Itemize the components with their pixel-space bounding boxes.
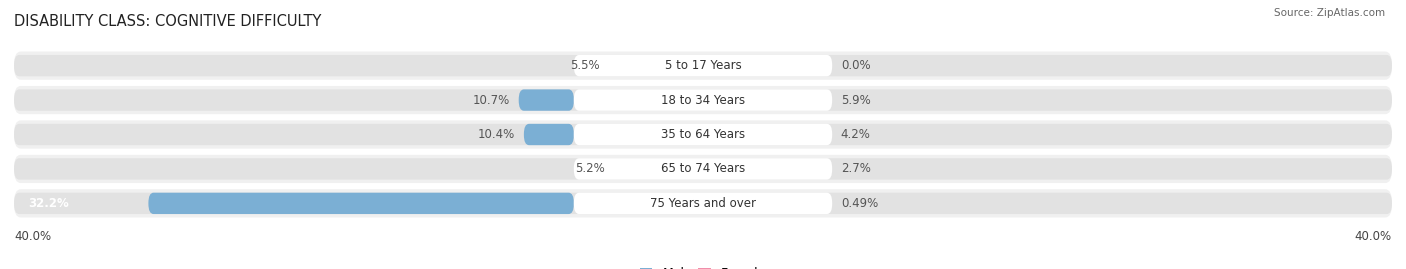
FancyBboxPatch shape (574, 89, 832, 111)
Text: 5.9%: 5.9% (841, 94, 870, 107)
FancyBboxPatch shape (14, 121, 1392, 148)
Text: 40.0%: 40.0% (1355, 230, 1392, 243)
FancyBboxPatch shape (14, 86, 1392, 114)
Text: 0.0%: 0.0% (841, 59, 870, 72)
Text: 5.2%: 5.2% (575, 162, 605, 175)
FancyBboxPatch shape (14, 52, 1392, 80)
Text: 4.2%: 4.2% (841, 128, 870, 141)
FancyBboxPatch shape (14, 193, 1392, 214)
FancyBboxPatch shape (574, 124, 832, 145)
FancyBboxPatch shape (574, 158, 832, 180)
Text: 5 to 17 Years: 5 to 17 Years (665, 59, 741, 72)
FancyBboxPatch shape (14, 158, 1392, 180)
Text: Source: ZipAtlas.com: Source: ZipAtlas.com (1274, 8, 1385, 18)
Text: 10.7%: 10.7% (472, 94, 510, 107)
FancyBboxPatch shape (14, 55, 1392, 76)
FancyBboxPatch shape (14, 189, 1392, 217)
Text: 18 to 34 Years: 18 to 34 Years (661, 94, 745, 107)
Legend: Male, Female: Male, Female (640, 267, 766, 269)
FancyBboxPatch shape (14, 89, 1392, 111)
Text: 0.49%: 0.49% (841, 197, 877, 210)
Text: 35 to 64 Years: 35 to 64 Years (661, 128, 745, 141)
Text: 32.2%: 32.2% (28, 197, 69, 210)
Text: 65 to 74 Years: 65 to 74 Years (661, 162, 745, 175)
FancyBboxPatch shape (524, 124, 574, 145)
Text: 2.7%: 2.7% (841, 162, 870, 175)
FancyBboxPatch shape (14, 124, 1392, 145)
Text: 40.0%: 40.0% (14, 230, 51, 243)
FancyBboxPatch shape (574, 193, 832, 214)
FancyBboxPatch shape (519, 89, 574, 111)
Text: 5.5%: 5.5% (569, 59, 599, 72)
FancyBboxPatch shape (574, 55, 832, 76)
FancyBboxPatch shape (149, 193, 574, 214)
Text: 10.4%: 10.4% (478, 128, 515, 141)
FancyBboxPatch shape (14, 155, 1392, 183)
Text: 75 Years and over: 75 Years and over (650, 197, 756, 210)
Text: DISABILITY CLASS: COGNITIVE DIFFICULTY: DISABILITY CLASS: COGNITIVE DIFFICULTY (14, 15, 322, 30)
